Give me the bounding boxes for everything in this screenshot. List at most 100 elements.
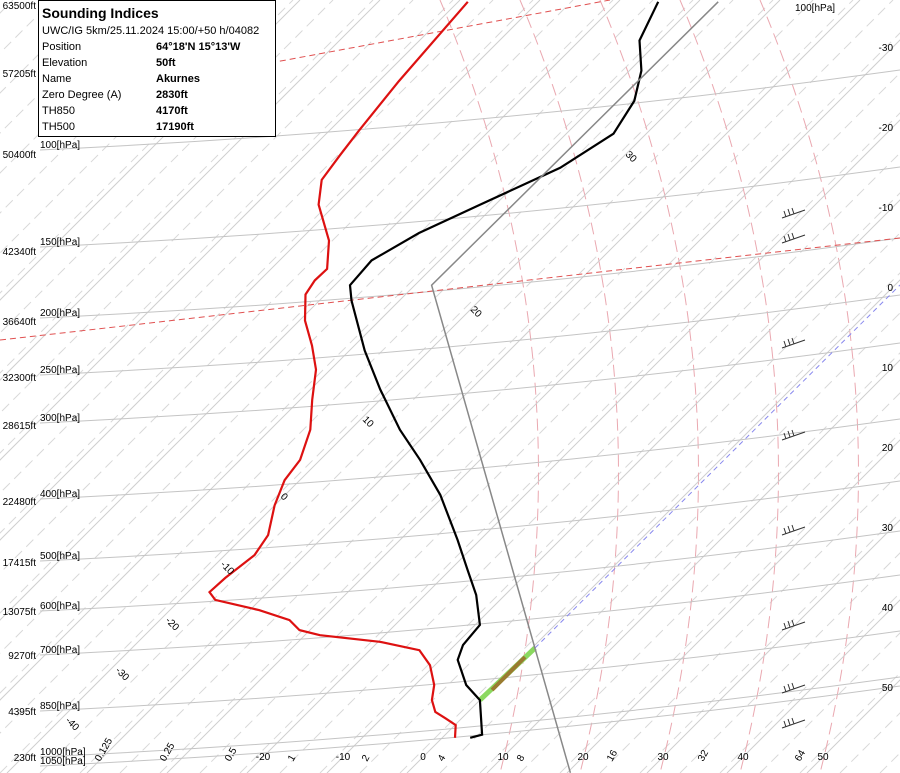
adiabat-label: -20 — [163, 615, 181, 633]
lifted-layer — [490, 655, 527, 692]
adiabat-line — [119, 0, 894, 773]
mixing-ratio-label: 16 — [605, 748, 620, 764]
wind-barb — [781, 207, 806, 219]
isobar — [39, 237, 900, 319]
pressure-label: 500[hPa] — [40, 551, 80, 562]
isobar — [39, 480, 900, 562]
altitude-label: 42340ft — [3, 247, 37, 258]
isotherm-line — [806, 679, 900, 773]
reference-line — [269, 0, 611, 64]
pressure-label: 600[hPa] — [40, 601, 80, 612]
isotherm-label-right: -10 — [879, 203, 894, 214]
pressure-label: 1000[hPa] — [40, 747, 86, 758]
info-value: 17190ft — [156, 121, 194, 133]
isobar — [39, 530, 900, 612]
isotherm-line — [0, 0, 541, 541]
adiabat-line — [0, 0, 414, 414]
info-title: Sounding Indices — [42, 5, 159, 21]
isotherm-label-right: 30 — [882, 523, 894, 534]
adiabat-label: -10 — [218, 559, 236, 577]
adiabat-line — [199, 72, 900, 773]
pressure-label: 200[hPa] — [40, 308, 80, 319]
info-value: 64°18'N 15°13'W — [156, 41, 241, 53]
wind-barb — [781, 524, 806, 536]
adiabat-label: 10 — [360, 414, 376, 430]
isotherm-label-bottom: 40 — [737, 752, 749, 763]
altitude-label: 230ft — [14, 753, 36, 764]
info-box: Sounding Indices UWC/IG 5km/25.11.2024 1… — [38, 0, 276, 137]
isotherm-label-right: -20 — [879, 123, 894, 134]
isotherm-label-right: 50 — [882, 683, 894, 694]
info-label: Elevation — [42, 57, 87, 69]
isotherm-label-bottom: 20 — [577, 752, 589, 763]
adiabat-line — [519, 392, 900, 773]
wind-barb — [781, 232, 806, 244]
altitude-label: 4395ft — [8, 707, 36, 718]
isotherm-label-right: -30 — [879, 43, 894, 54]
info-value: 4170ft — [156, 105, 188, 117]
adiabat-line — [719, 592, 900, 773]
adiabat-line — [599, 472, 900, 773]
isotherm-label-bottom: 30 — [657, 752, 669, 763]
isotherm-label-bottom: -10 — [336, 752, 351, 763]
isotherm-line — [406, 279, 900, 773]
info-label: Name — [42, 73, 71, 85]
mixing-ratio-label: 0.5 — [223, 746, 240, 764]
wind-barb — [781, 429, 806, 441]
isotherm-label-right: 0 — [887, 283, 893, 294]
moist-adiabat — [599, 0, 699, 773]
reference-curve — [430, 1, 719, 773]
isobar — [39, 418, 900, 500]
isotherm-label-right: 40 — [882, 603, 894, 614]
isobar — [39, 166, 900, 248]
wind-barb — [781, 337, 806, 349]
isotherm-line — [646, 519, 900, 773]
adiabat-line — [159, 32, 900, 773]
isotherm-label-bottom: -20 — [256, 752, 271, 763]
isotherm-label-bottom: 0 — [420, 752, 426, 763]
altitude-label: 50400ft — [3, 150, 37, 161]
mixing-ratio-label: 1 — [286, 753, 299, 764]
isotherm-line — [86, 0, 861, 773]
info-label: TH850 — [42, 105, 75, 117]
adiabat-label: -40 — [63, 715, 81, 733]
curves — [208, 1, 719, 773]
altitude-label: 36640ft — [3, 317, 37, 328]
isotherm-label-right: 10 — [882, 363, 894, 374]
isotherm-line — [566, 439, 900, 773]
isotherm-label-bottom: 50 — [817, 752, 829, 763]
adiabat-line — [0, 0, 694, 694]
altitude-label: 22480ft — [3, 497, 37, 508]
adiabat-line — [759, 632, 900, 773]
pressure-label: 250[hPa] — [40, 365, 80, 376]
altitude-label: 32300ft — [3, 373, 37, 384]
pressure-label: 300[hPa] — [40, 413, 80, 424]
adiabat-line — [559, 432, 900, 773]
adiabat-line — [39, 0, 814, 773]
info-box-frame — [38, 0, 276, 137]
info-value: 50ft — [156, 57, 176, 69]
isotherm-label-bottom: 10 — [497, 752, 509, 763]
pressure-label: 700[hPa] — [40, 645, 80, 656]
isobar — [39, 294, 900, 376]
pressure-label: 100[hPa] — [40, 140, 80, 151]
adiabat-line — [0, 0, 494, 494]
altitude-label: 17415ft — [3, 558, 37, 569]
adiabat-line — [0, 0, 734, 734]
isotherm-label-right: 20 — [882, 443, 894, 454]
isotherm-line — [326, 199, 900, 773]
mixing-ratio-label: 32 — [696, 748, 711, 764]
adiabat-label: 20 — [468, 304, 484, 320]
adiabat-line — [0, 0, 454, 454]
reference-line — [0, 237, 900, 341]
adiabat-line — [0, 0, 574, 574]
pressure-label: 150[hPa] — [40, 237, 80, 248]
altitude-label: 63500ft — [3, 1, 37, 12]
adiabat-line — [839, 712, 900, 773]
wind-barb — [781, 682, 806, 694]
isotherm-line — [0, 0, 621, 621]
mixing-ratio-label: 0.25 — [158, 741, 177, 764]
isotherm-line — [0, 0, 461, 461]
mixing-ratio-label: 0.125 — [93, 736, 115, 764]
